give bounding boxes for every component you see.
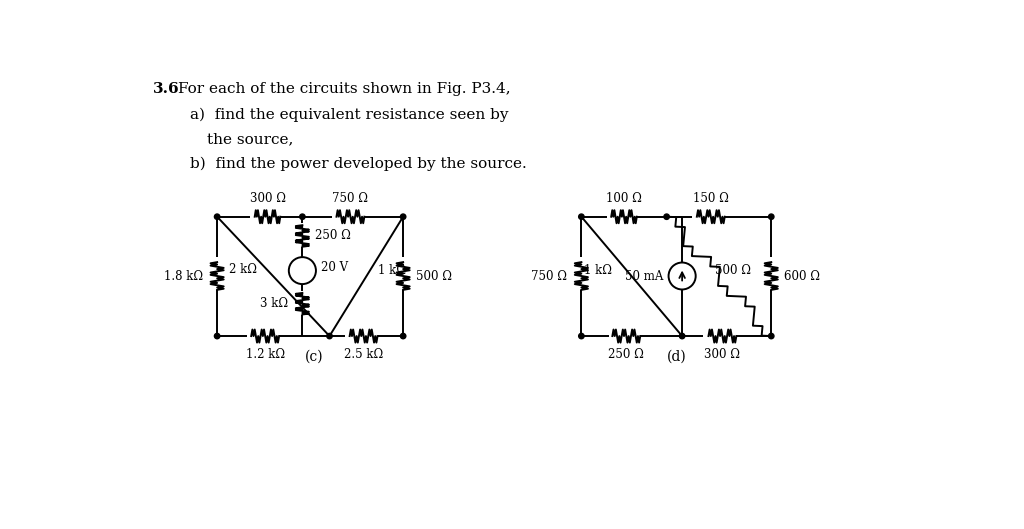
- Text: (c): (c): [305, 350, 324, 364]
- Text: −: −: [297, 270, 307, 284]
- Circle shape: [289, 257, 316, 284]
- Circle shape: [669, 262, 695, 289]
- Text: +: +: [298, 259, 307, 269]
- Text: 300 Ω: 300 Ω: [250, 192, 286, 205]
- Text: 750 Ω: 750 Ω: [333, 192, 369, 205]
- Text: 20 V: 20 V: [322, 261, 348, 274]
- Text: 750 Ω: 750 Ω: [531, 269, 567, 282]
- Text: 1 kΩ: 1 kΩ: [378, 264, 406, 277]
- Text: 500 Ω: 500 Ω: [715, 264, 751, 277]
- Text: 100 Ω: 100 Ω: [606, 192, 642, 205]
- Text: b)  find the power developed by the source.: b) find the power developed by the sourc…: [190, 157, 526, 171]
- Text: 250 Ω: 250 Ω: [608, 348, 644, 361]
- Text: 600 Ω: 600 Ω: [783, 269, 819, 282]
- Circle shape: [579, 333, 584, 339]
- Circle shape: [327, 333, 332, 339]
- Circle shape: [214, 333, 220, 339]
- Text: 50 mA: 50 mA: [625, 269, 664, 282]
- Text: a)  find the equivalent resistance seen by: a) find the equivalent resistance seen b…: [190, 107, 509, 122]
- Circle shape: [400, 214, 406, 220]
- Text: 150 Ω: 150 Ω: [693, 192, 729, 205]
- Text: 2 kΩ: 2 kΩ: [229, 262, 257, 276]
- Circle shape: [664, 214, 670, 220]
- Text: 2.5 kΩ: 2.5 kΩ: [344, 348, 383, 361]
- Text: 3.6: 3.6: [153, 82, 179, 96]
- Circle shape: [300, 214, 305, 220]
- Text: 3 kΩ: 3 kΩ: [260, 297, 289, 310]
- Circle shape: [769, 214, 774, 220]
- Circle shape: [579, 214, 584, 220]
- Text: 300 Ω: 300 Ω: [705, 348, 740, 361]
- Text: the source,: the source,: [207, 132, 294, 146]
- Circle shape: [400, 333, 406, 339]
- Text: 500 Ω: 500 Ω: [416, 269, 452, 282]
- Circle shape: [679, 333, 685, 339]
- Text: 250 Ω: 250 Ω: [314, 230, 350, 242]
- Text: 1.8 kΩ: 1.8 kΩ: [164, 269, 203, 282]
- Text: For each of the circuits shown in Fig. P3.4,: For each of the circuits shown in Fig. P…: [178, 82, 511, 96]
- Circle shape: [214, 214, 220, 220]
- Circle shape: [769, 333, 774, 339]
- Text: (d): (d): [667, 350, 686, 364]
- Text: 1 kΩ: 1 kΩ: [585, 264, 612, 277]
- Text: 1.2 kΩ: 1.2 kΩ: [246, 348, 285, 361]
